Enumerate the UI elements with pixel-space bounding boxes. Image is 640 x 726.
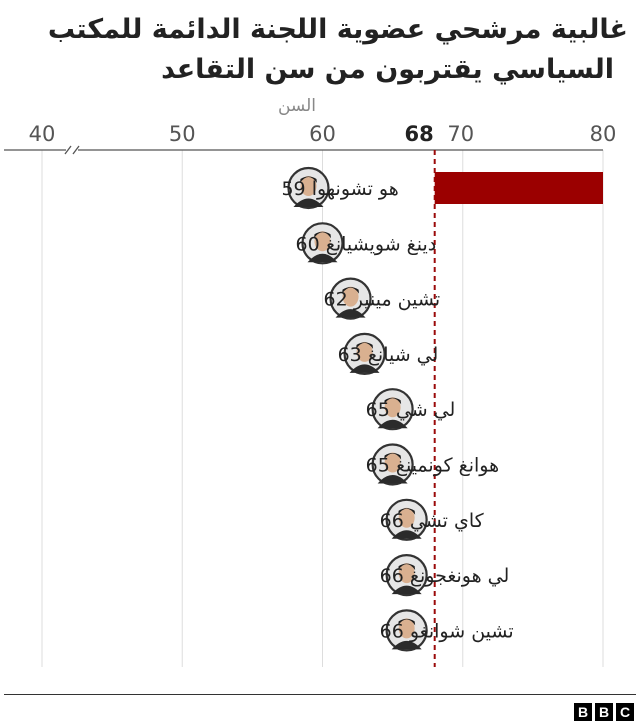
avatar-suit (377, 475, 408, 484)
candidate-label: تشين شوانغو 66 (380, 620, 514, 642)
avatar-suit (377, 419, 408, 429)
x-tick-label: 70 (447, 122, 474, 146)
avatar-face (398, 507, 415, 528)
x-tick-label: 50 (169, 122, 196, 146)
candidate-row: تشين شوانغو 66 (380, 609, 514, 652)
avatar-suit (391, 585, 422, 595)
avatar-suit (307, 253, 338, 263)
avatar-hair (384, 397, 402, 405)
avatar-suit (349, 364, 380, 373)
x-tick-label: 80 (590, 122, 617, 146)
remaining-years-bar (434, 172, 603, 204)
person-portrait-icon (377, 397, 408, 429)
person-portrait-icon (349, 341, 380, 373)
candidate-row: كاي تشي 66 (380, 498, 485, 541)
candidate-row: تشين مينير 62 (324, 277, 441, 320)
bbc-logo-letter: B (574, 703, 592, 721)
candidate-row: هوانغ كونمينغ 65 (366, 443, 500, 486)
x-tick-label: 40 (29, 122, 56, 146)
footer-divider (4, 694, 636, 695)
avatar-hair (356, 342, 374, 349)
candidate-label: لي هونغجونغ 66 (380, 565, 510, 587)
x-tick-label: 60 (309, 122, 336, 146)
avatar-hair (398, 563, 416, 571)
candidate-label: دينغ شويشيانغ 60 (296, 233, 437, 255)
avatar-suit (391, 640, 422, 650)
axis-break-mark (64, 145, 72, 155)
avatar-face (384, 452, 401, 473)
avatar-suit (335, 309, 366, 318)
x-axis-title: السن (278, 96, 316, 116)
avatar-face (300, 176, 317, 196)
person-portrait-icon (307, 231, 338, 263)
chart-title-line-1: غالبية مرشحي عضوية اللجنة الدائمة للمكتب (47, 14, 628, 45)
candidate-row: دينغ شويشيانغ 60 (296, 222, 437, 265)
person-portrait-icon (293, 176, 324, 207)
avatar-face (398, 618, 415, 639)
avatar-hair (384, 453, 402, 460)
avatar-hair (342, 287, 360, 294)
axis-break-gap (66, 146, 78, 154)
candidate-row: لي شيانغ 63 (338, 332, 439, 375)
person-portrait-icon (391, 563, 422, 595)
bbc-logo: B B C (574, 703, 634, 721)
avatar-hair (398, 618, 416, 626)
chart-area: 40 50 60 70 80 السن 68 هو تشونهوا 59 دينغ شويشيا… (4, 96, 617, 667)
candidate-row: هو تشونهوا 59 (281, 166, 399, 210)
person-portrait-icon (377, 452, 408, 484)
axis-break-mark (72, 145, 80, 155)
candidate-label: لي شيانغ 63 (338, 344, 439, 366)
avatar-face (356, 341, 373, 362)
person-portrait-icon (391, 507, 422, 539)
candidate-label: تشين مينير 62 (324, 289, 441, 311)
bbc-logo-letter: B (595, 703, 613, 721)
avatar-face (342, 286, 359, 307)
avatar-face (314, 231, 331, 252)
chart-title: غالبية مرشحي عضوية اللجنة الدائمة للمكتب… (8, 10, 628, 90)
retirement-age-label: 68 (404, 122, 433, 146)
avatar-hair (314, 231, 331, 239)
candidate-label: كاي تشي 66 (380, 510, 485, 532)
bbc-logo-letter: C (616, 703, 634, 721)
avatar-hair (299, 176, 317, 183)
candidate-label: هو تشونهوا 59 (281, 178, 398, 200)
candidate-label: لي شي 65 (366, 399, 456, 421)
avatar-face (384, 397, 401, 418)
avatar-suit (391, 530, 422, 539)
avatar-suit (293, 198, 324, 207)
candidate-label: هوانغ كونمينغ 65 (366, 455, 500, 477)
candidate-row: لي هونغجونغ 66 (380, 553, 510, 597)
person-portrait-icon (335, 286, 366, 318)
avatar-face (398, 563, 415, 584)
person-portrait-icon (391, 618, 422, 650)
chart-title-line-2: السياسي يقتربون من سن التقاعد (161, 54, 614, 85)
avatar-hair (398, 508, 416, 515)
candidate-row: لي شي 65 (366, 388, 456, 431)
